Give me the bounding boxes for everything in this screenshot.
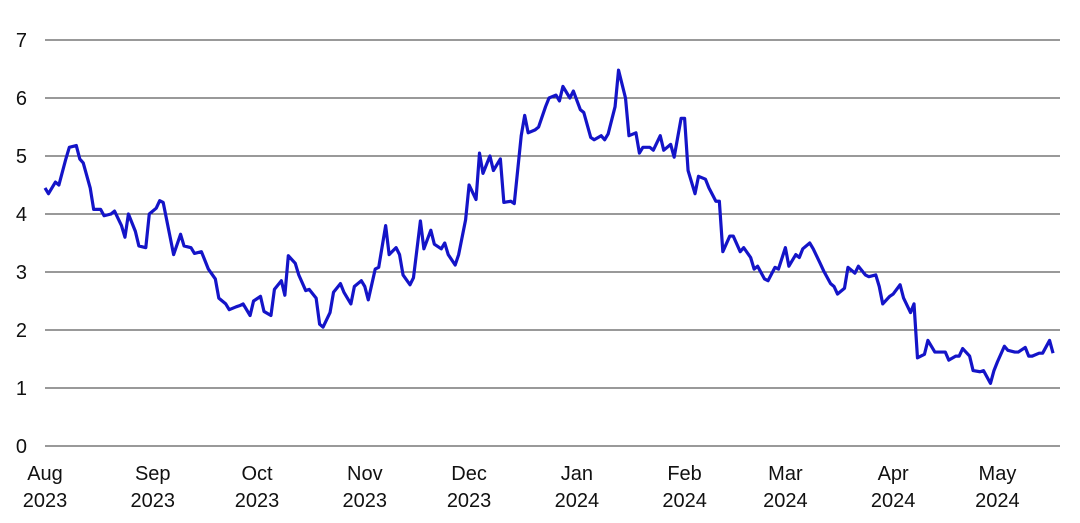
x-tick-label: Sep 2023: [131, 463, 176, 512]
x-tick-label: Oct 2023: [235, 463, 280, 512]
x-tick-label: May 2024: [975, 463, 1020, 512]
y-tick-label: 2: [16, 320, 27, 342]
x-tick-label: Feb 2024: [662, 463, 707, 512]
y-tick-label: 7: [16, 30, 27, 52]
x-tick-label: Dec 2023: [447, 463, 492, 512]
x-tick-label: Jan 2024: [555, 463, 600, 512]
x-tick-label: Nov 2023: [343, 463, 388, 512]
y-tick-label: 4: [16, 204, 27, 226]
y-tick-label: 0: [16, 436, 27, 458]
data-line: [43, 68, 1055, 385]
y-tick-label: 1: [16, 378, 27, 400]
y-tick-label: 3: [16, 262, 27, 284]
y-tick-label: 5: [16, 146, 27, 168]
x-tick-label: Mar 2024: [763, 463, 808, 512]
y-tick-label: 6: [16, 88, 27, 110]
x-tick-label: Apr 2024: [871, 463, 916, 512]
x-tick-label: Aug 2023: [23, 463, 68, 512]
